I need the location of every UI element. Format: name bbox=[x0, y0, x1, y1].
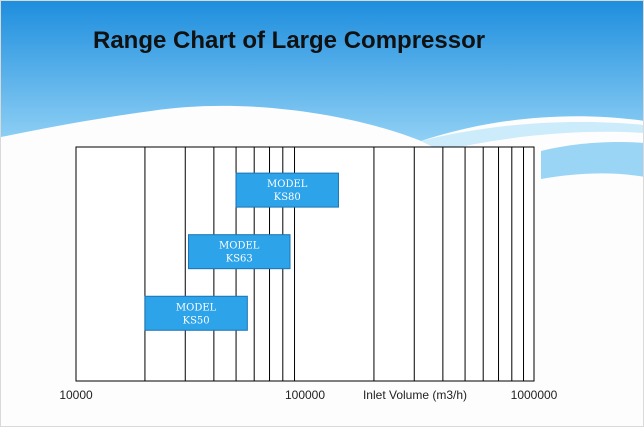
range-box-label-ks80-line1: MODEL bbox=[267, 179, 308, 190]
range-box-label-ks50-line2: KS50 bbox=[183, 315, 210, 326]
range-box-ks50 bbox=[144, 295, 248, 331]
slide-title: Range Chart of Large Compressor bbox=[93, 27, 486, 54]
x-tick-label: 1000000 bbox=[511, 388, 558, 402]
range-box-ks80 bbox=[235, 172, 339, 208]
x-tick-label: 10000 bbox=[59, 388, 93, 402]
range-box-label-ks80-line2: KS80 bbox=[274, 192, 301, 203]
range-box-label-ks50-line1: MODEL bbox=[176, 302, 217, 313]
range-box-ks63 bbox=[188, 234, 291, 270]
range-box-label-ks63-line2: KS63 bbox=[226, 254, 253, 265]
header-wave-background bbox=[1, 1, 643, 179]
range-box-label-ks63-line1: MODEL bbox=[219, 241, 260, 252]
x-axis-label: Inlet Volume (m3/h) bbox=[363, 388, 467, 402]
x-tick-label: 100000 bbox=[285, 388, 325, 402]
